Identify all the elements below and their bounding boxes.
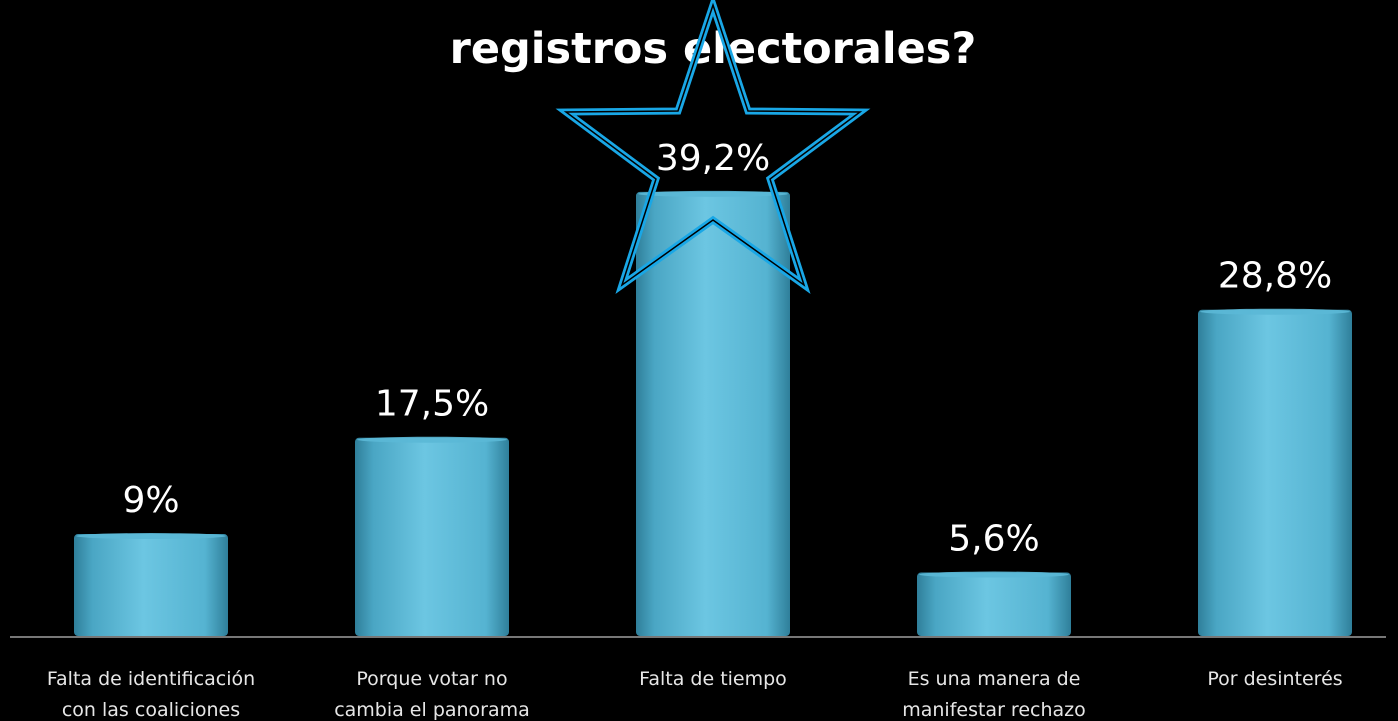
bar-top xyxy=(638,190,788,197)
x-tick-label: Falta de tiempo xyxy=(639,668,787,690)
bar-top xyxy=(919,571,1069,578)
bar xyxy=(1198,309,1352,636)
x-tick-label: Porque votar no cambia el panorama xyxy=(334,668,530,721)
bar xyxy=(355,437,509,636)
value-label: 5,6% xyxy=(948,519,1039,560)
star-inner-line xyxy=(563,2,863,287)
bar-top xyxy=(76,533,226,540)
bar xyxy=(74,534,228,636)
bar xyxy=(636,191,790,636)
value-label: 9% xyxy=(122,480,179,521)
x-tick-label: Falta de identificación con las coalicio… xyxy=(46,668,256,721)
x-tick-label: Por desinterés xyxy=(1207,668,1343,690)
bar xyxy=(917,572,1071,636)
value-label: 28,8% xyxy=(1218,256,1332,297)
bars xyxy=(74,190,1352,636)
x-tick-label: Es una manera de manifestar rechazo xyxy=(902,668,1086,721)
bar-top xyxy=(1200,308,1350,315)
chart-title: registros electorales? xyxy=(450,24,977,74)
bar-top xyxy=(357,436,507,443)
value-label: 39,2% xyxy=(656,138,770,179)
value-label: 17,5% xyxy=(375,384,489,425)
